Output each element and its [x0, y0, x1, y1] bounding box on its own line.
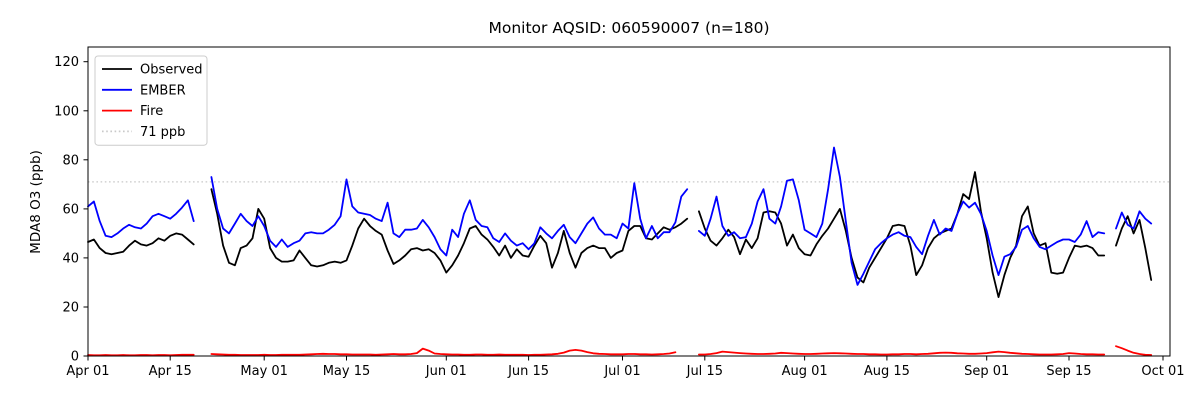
- series-fire: [87, 345, 1153, 357]
- legend-label: Observed: [140, 63, 203, 78]
- legend-label: Fire: [140, 104, 163, 119]
- y-tick-label: 20: [62, 301, 79, 316]
- x-tick-label: Apr 01: [66, 364, 109, 379]
- x-tick-label: Sep 01: [964, 364, 1009, 379]
- x-tick-label: Aug 15: [864, 364, 910, 379]
- plot-frame: [87, 46, 1171, 357]
- y-tick-label: 60: [62, 202, 79, 217]
- x-tick-label: Jul 01: [603, 364, 640, 379]
- x-tick-label: Apr 15: [149, 364, 192, 379]
- y-tick-label: 120: [54, 55, 79, 70]
- y-tick-label: 100: [54, 104, 79, 119]
- y-tick-label: 40: [62, 251, 79, 266]
- x-tick-label: Oct 01: [1141, 364, 1184, 379]
- chart-title: Monitor AQSID: 060590007 (n=180): [488, 19, 769, 37]
- x-tick-label: Jun 15: [507, 364, 549, 379]
- x-tick-label: May 15: [323, 364, 371, 379]
- x-tick-label: Sep 15: [1046, 364, 1091, 379]
- x-tick-label: Aug 01: [782, 364, 828, 379]
- x-tick-label: May 01: [240, 364, 288, 379]
- plot-area: Apr 01 Apr 15 May 01 May 15 Jun 01 Jun 15 Jul …: [54, 46, 1185, 379]
- legend: Observed EMBER Fire 71 ppb: [94, 55, 208, 146]
- x-tick-label: Jul 15: [686, 364, 723, 379]
- series-observed: [87, 171, 1153, 298]
- y-axis-label: MDA8 O3 (ppb): [28, 150, 44, 254]
- legend-box: [94, 55, 208, 146]
- y-tick-label: 0: [71, 350, 79, 365]
- legend-label: EMBER: [140, 83, 186, 98]
- legend-label: 71 ppb: [140, 125, 185, 140]
- x-tick-label: Jun 01: [425, 364, 467, 379]
- y-tick-label: 80: [62, 153, 79, 168]
- series-ember: [87, 146, 1153, 286]
